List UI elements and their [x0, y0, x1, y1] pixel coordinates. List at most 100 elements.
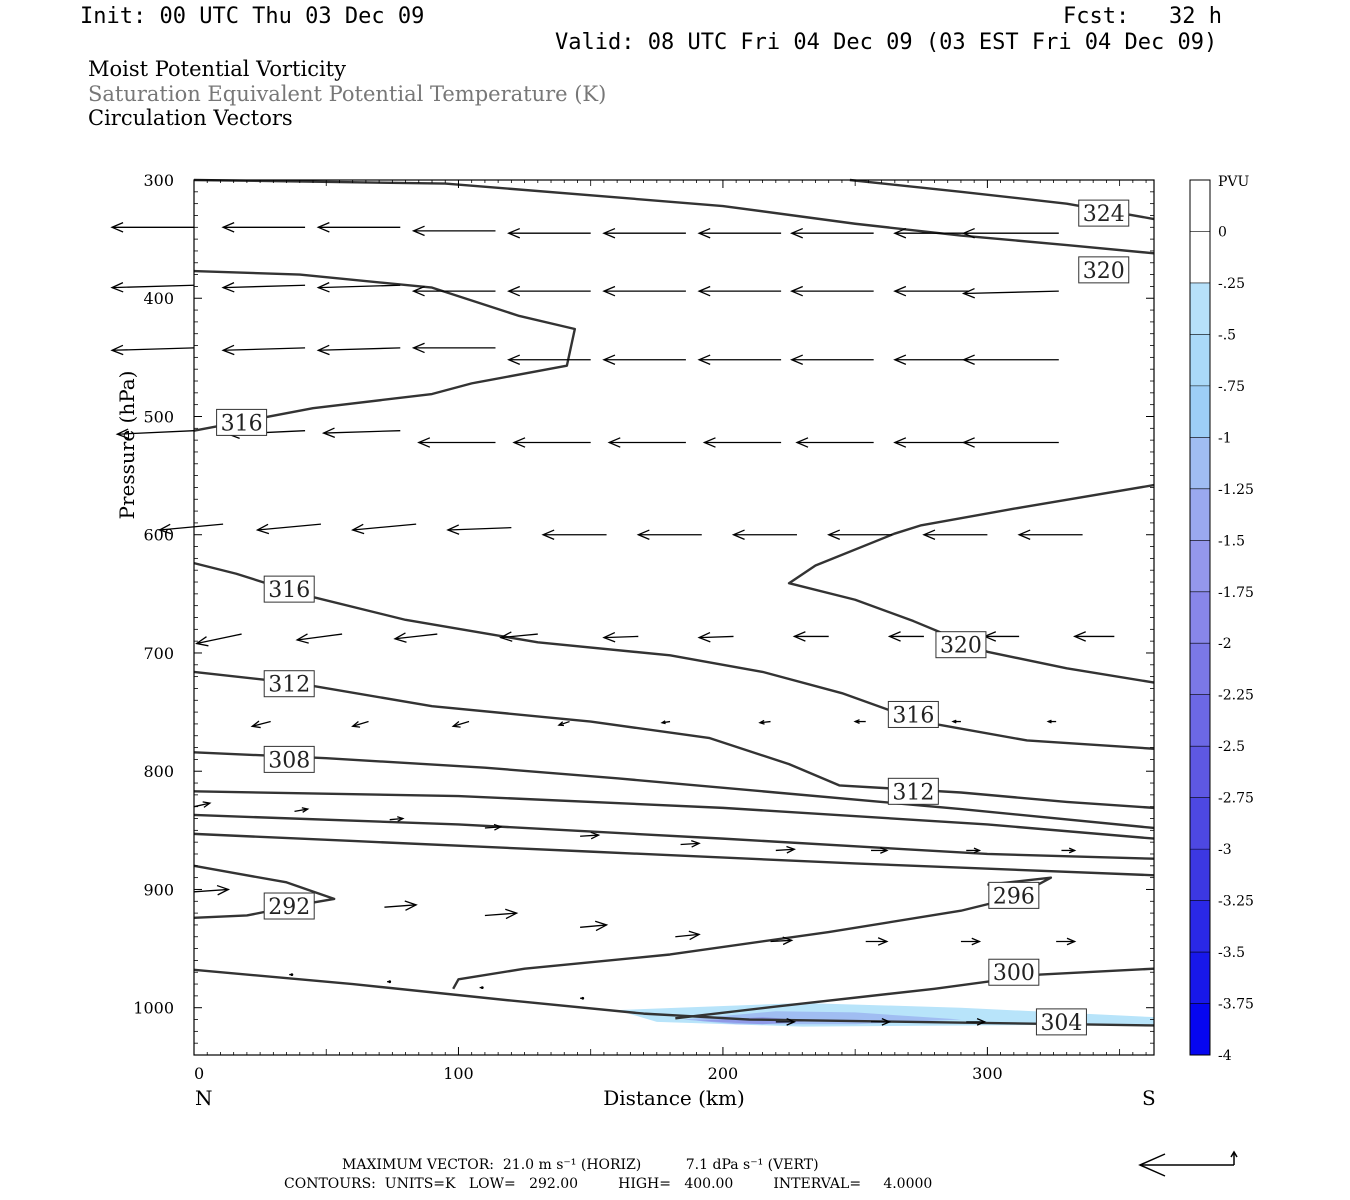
- circulation-vector: [351, 523, 417, 535]
- colorbar-label: -.25: [1218, 276, 1245, 292]
- circulation-vector: [893, 354, 969, 366]
- circulation-vector: [507, 285, 591, 297]
- contour-label: 316: [216, 408, 268, 436]
- circulation-vector: [790, 227, 874, 239]
- circulation-vector: [411, 285, 496, 297]
- colorbar-label: -3.75: [1218, 997, 1254, 1013]
- contour-label: 316: [887, 700, 939, 728]
- colorbar-segment: [1190, 591, 1210, 644]
- y-tick-label: 1000: [133, 999, 174, 1018]
- circulation-vector: [411, 342, 496, 354]
- svg-text:320: 320: [1083, 259, 1125, 284]
- circulation-vector: [541, 529, 607, 541]
- colorbar-title: PVU: [1218, 174, 1250, 190]
- svg-text:300: 300: [993, 961, 1035, 986]
- circulation-vector: [384, 900, 418, 911]
- colorbar-label: -.75: [1218, 379, 1245, 395]
- svg-text:312: 312: [892, 780, 934, 805]
- circulation-vector: [580, 996, 585, 1000]
- circulation-vector: [853, 719, 866, 725]
- circulation-vector: [966, 1018, 987, 1026]
- circulation-vector: [790, 285, 874, 297]
- circulation-vector: [294, 807, 310, 813]
- colorbar-segment: [1190, 437, 1210, 490]
- vector-layer: [110, 222, 1115, 1026]
- circulation-vector: [961, 287, 1059, 299]
- circulation-vector: [775, 845, 796, 854]
- circulation-vector: [580, 920, 609, 932]
- circulation-vector: [951, 719, 961, 724]
- circulation-vector: [393, 632, 438, 643]
- colorbar-label: -2: [1218, 636, 1232, 652]
- circulation-vector: [961, 437, 1059, 448]
- circulation-vector: [484, 823, 503, 831]
- circulation-vector: [221, 222, 306, 233]
- circulation-vector: [983, 631, 1020, 642]
- colorbar-segment: [1190, 282, 1210, 335]
- theta-es-contour-300: [675, 967, 1155, 1020]
- circulation-vector: [966, 847, 982, 854]
- title-theta-es: Saturation Equivalent Potential Temperat…: [88, 82, 607, 106]
- circulation-vector: [507, 354, 591, 366]
- colorbar-segment: [1190, 385, 1210, 438]
- circulation-vector: [289, 973, 294, 976]
- colorbar-segment: [1190, 900, 1210, 953]
- circulation-vector: [636, 529, 702, 541]
- theta-es-contour: [193, 813, 1155, 860]
- circulation-vector: [321, 427, 401, 438]
- circulation-vector: [871, 1018, 892, 1026]
- circulation-vector: [660, 720, 671, 725]
- theta-es-contour-324: [193, 178, 1155, 255]
- colorbar-label: -1: [1218, 430, 1232, 446]
- y-tick-label: 400: [143, 289, 174, 308]
- svg-text:316: 316: [892, 703, 934, 728]
- init-time: Init: 00 UTC Thu 03 Dec 09: [80, 4, 425, 29]
- colorbar-segment: [1190, 746, 1210, 799]
- theta-es-contour-296: [452, 876, 1053, 990]
- svg-text:312: 312: [268, 673, 310, 698]
- y-axis-label: Pressure (hPa): [115, 371, 139, 520]
- circulation-vector: [387, 980, 392, 984]
- contour-label: 316: [263, 575, 315, 603]
- colorbar-label: -3.5: [1218, 945, 1245, 961]
- circulation-vector: [316, 282, 401, 293]
- svg-text:304: 304: [1040, 1011, 1082, 1036]
- circulation-vector: [961, 227, 1059, 239]
- circulation-vector: [680, 839, 701, 848]
- theta-es-contour-312: [193, 670, 1155, 810]
- plot-frame: [193, 179, 1155, 1056]
- circulation-vector: [697, 354, 782, 366]
- circulation-vector: [893, 437, 969, 448]
- circulation-vector: [702, 437, 782, 448]
- y-tick-label: 600: [143, 526, 174, 545]
- contour-label: 308: [263, 745, 315, 773]
- y-tick-label: 300: [143, 171, 174, 190]
- circulation-vector: [484, 908, 519, 920]
- contour-label: 296: [988, 881, 1040, 909]
- y-tick-label: 700: [143, 644, 174, 663]
- colorbar-segment: [1190, 1003, 1210, 1056]
- circulation-vector: [110, 282, 195, 293]
- contour-label: 320: [935, 631, 987, 659]
- circulation-vector: [602, 227, 686, 239]
- contour-label: 300: [988, 958, 1040, 986]
- contour-label: 312: [887, 777, 939, 805]
- colorbar-segment: [1190, 952, 1210, 1005]
- circulation-vector: [697, 227, 782, 239]
- circulation-vector: [865, 937, 889, 946]
- y-tick-label: 800: [143, 762, 174, 781]
- colorbar-segment: [1190, 540, 1210, 593]
- svg-text:296: 296: [993, 884, 1035, 909]
- circulation-vector: [250, 720, 271, 729]
- contour-label: 292: [263, 892, 315, 920]
- circulation-vector: [1072, 631, 1115, 642]
- circulation-vector: [389, 816, 405, 822]
- circulation-vector: [675, 930, 701, 941]
- svg-text:320: 320: [940, 634, 982, 659]
- svg-text:292: 292: [268, 895, 310, 920]
- svg-text:316: 316: [221, 411, 263, 436]
- theta-es-contour-308: [193, 751, 1155, 830]
- circulation-vector: [790, 354, 874, 366]
- colorbar-label: -2.25: [1218, 688, 1254, 704]
